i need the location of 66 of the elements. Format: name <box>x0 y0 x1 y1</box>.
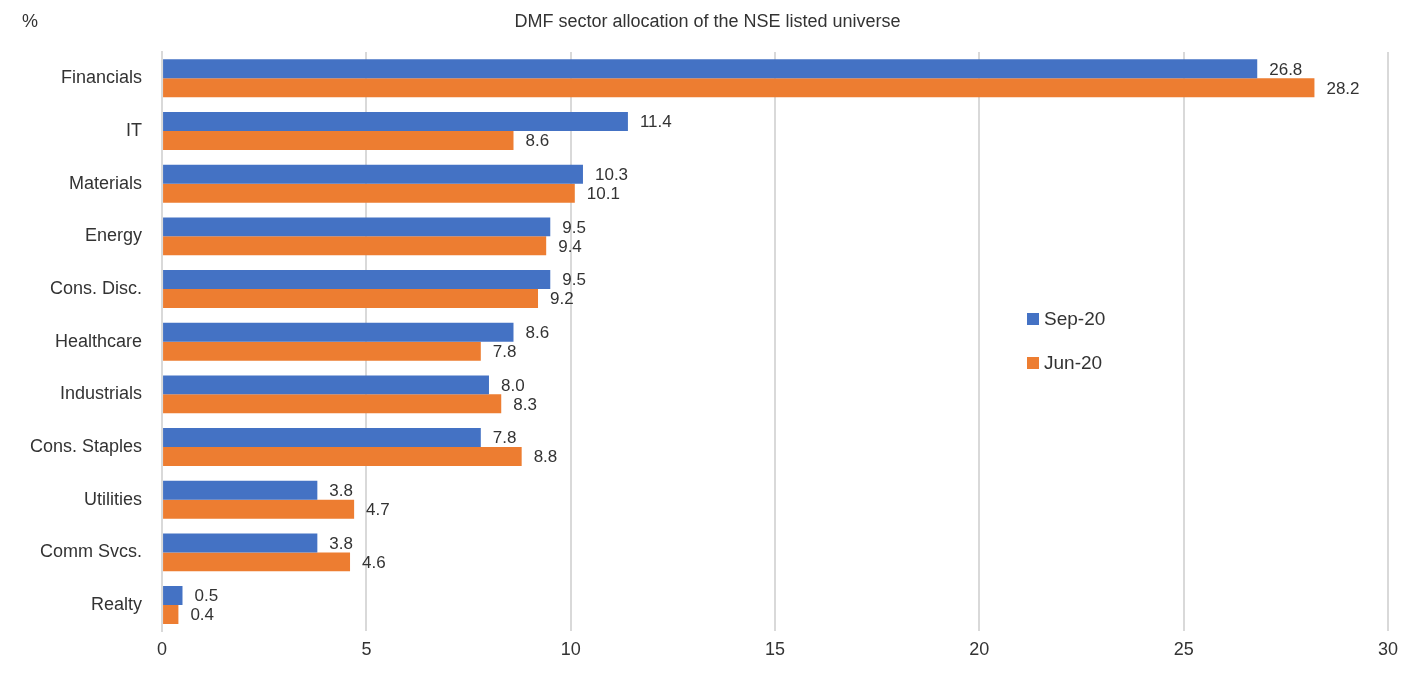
bar <box>163 394 502 414</box>
chart-title: DMF sector allocation of the NSE listed universe <box>514 11 901 31</box>
bar <box>163 552 351 572</box>
data-label: 9.2 <box>550 289 574 309</box>
text: % <box>22 11 39 32</box>
x-tick-label: 10 <box>560 639 581 660</box>
data-label: 7.8 <box>492 341 517 361</box>
data-label: 0.5 <box>194 586 219 606</box>
data-label: 8.0 <box>500 375 525 395</box>
y-tick-label: Cons. Staples <box>30 436 143 457</box>
bar <box>163 289 539 308</box>
y-tick-label: Materials <box>69 172 143 193</box>
data-label: 3.8 <box>329 480 353 500</box>
x-tick-label: 0 <box>157 639 168 660</box>
data-label: 11.4 <box>639 112 672 132</box>
bar <box>163 270 551 290</box>
data-label: 9.4 <box>558 236 582 256</box>
bar <box>163 605 179 625</box>
bar <box>163 217 551 237</box>
bar <box>163 341 481 361</box>
data-label: 8.6 <box>525 131 550 151</box>
data-label: 8.8 <box>533 447 558 467</box>
data-label: 0.4 <box>190 605 215 625</box>
data-label: 7.8 <box>492 428 517 448</box>
data-label: 9.5 <box>562 217 586 237</box>
bar <box>163 112 628 132</box>
bar <box>163 533 318 553</box>
y-tick-label: Realty <box>91 594 143 615</box>
data-label: 4.6 <box>362 552 386 572</box>
data-label: 10.1 <box>586 183 620 203</box>
x-tick-label: 15 <box>765 639 786 660</box>
data-label: 3.8 <box>329 533 353 553</box>
x-tick-label: 5 <box>361 639 372 660</box>
bar <box>163 322 514 342</box>
x-tick-label: 25 <box>1173 639 1194 660</box>
bar <box>163 183 575 203</box>
bar <box>163 164 583 184</box>
bar <box>163 447 522 467</box>
y-tick-label: Comm Svcs. <box>40 541 143 562</box>
y-tick-label: Energy <box>85 225 143 246</box>
data-label: 28.2 <box>1326 78 1360 98</box>
y-tick-label: Financials <box>61 67 143 88</box>
y-tick-label: Cons. Disc. <box>50 278 143 298</box>
legend-label: Sep-20 <box>1044 308 1106 330</box>
data-label: 8.6 <box>525 322 550 342</box>
bar <box>163 428 481 448</box>
bar <box>163 131 514 150</box>
x-tick-label: 20 <box>969 639 990 660</box>
y-tick-label: Industrials <box>60 383 143 404</box>
bar <box>163 236 547 256</box>
bar <box>163 499 355 519</box>
bar <box>163 586 183 606</box>
x-tick-label: 30 <box>1377 639 1399 660</box>
data-label: 4.7 <box>366 499 390 519</box>
data-label: 10.3 <box>594 164 629 184</box>
y-tick-label: Utilities <box>84 488 143 509</box>
y-tick-label: IT <box>126 119 143 140</box>
data-label: 9.5 <box>562 270 586 290</box>
bar <box>163 480 318 500</box>
y-tick-label: Healthcare <box>55 330 143 351</box>
legend-label: Jun-20 <box>1044 352 1103 374</box>
bar <box>163 78 1315 98</box>
data-label: 26.8 <box>1269 59 1303 79</box>
data-label: 8.3 <box>513 394 537 414</box>
bar <box>163 375 489 395</box>
bar <box>163 59 1258 79</box>
